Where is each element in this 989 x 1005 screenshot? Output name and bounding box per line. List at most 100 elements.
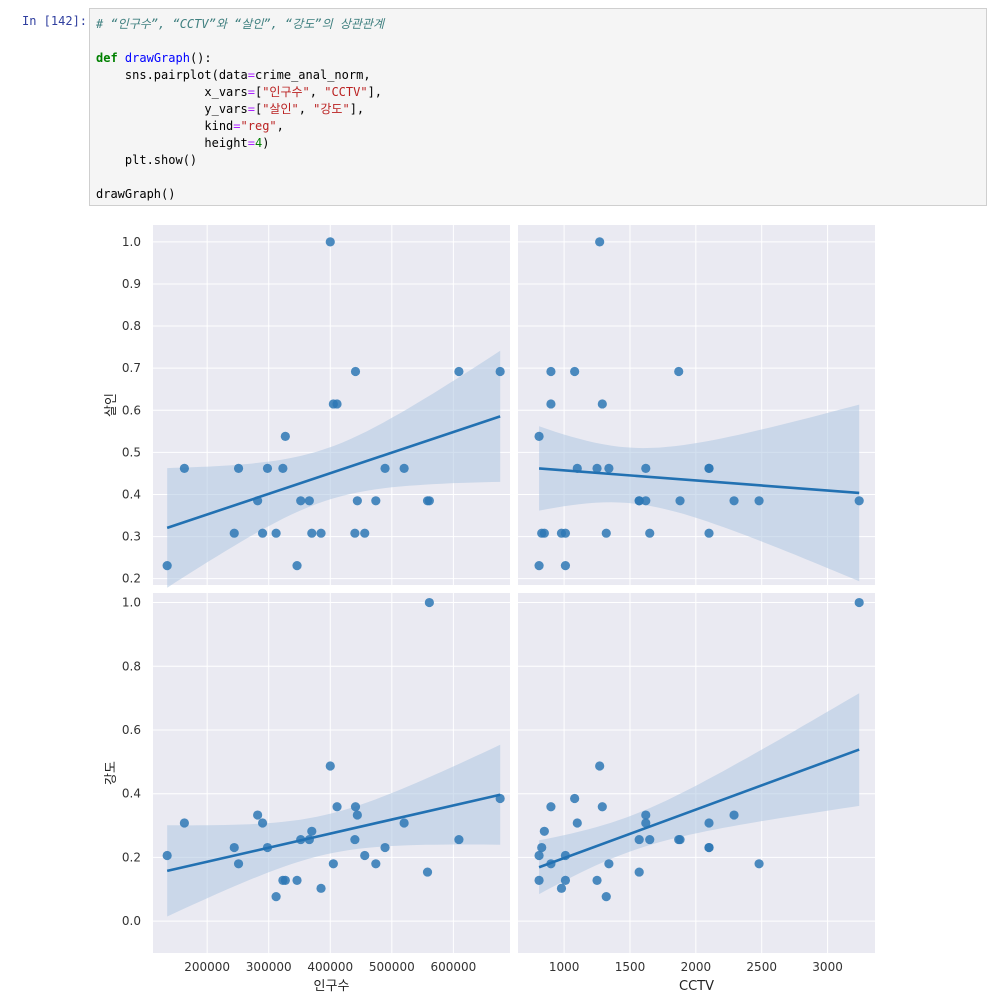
data-point [595,761,605,771]
regression-line [166,415,501,530]
data-point [307,528,317,538]
y-tick-label: 0.8 [122,319,141,333]
code-call: drawGraph() [96,187,176,201]
code-yvars: y_vars [96,102,248,116]
data-point [645,528,655,538]
data-point [271,528,281,538]
code-string: "CCTV" [324,85,368,99]
data-point [271,892,281,902]
data-point [253,810,263,820]
data-point [854,496,864,506]
data-point [570,366,580,377]
data-point [360,850,370,861]
data-point [422,867,433,877]
data-point [634,867,644,877]
data-point [262,463,273,473]
code-op: = [233,119,241,133]
panel-robbery-vs-cctv [518,593,875,953]
data-point [534,431,544,441]
data-point [729,810,739,820]
code-kind: kind [96,119,234,133]
data-point [399,463,409,473]
y-tick-label: 0.6 [122,723,141,737]
data-point [307,826,317,836]
data-point [424,597,434,608]
code-op: = [247,136,255,150]
data-point [162,850,172,861]
data-point [570,793,580,804]
data-point [296,496,306,506]
data-point [292,561,302,571]
code-pairplot-arg: crime_anal_norm, [254,68,371,82]
data-point [454,366,464,377]
data-point [754,496,764,506]
data-point [280,431,290,441]
data-point [854,597,864,608]
data-point [601,528,611,538]
code-pairplot: sns.pairplot(data [96,68,248,82]
y-tick-label: 0.5 [122,445,141,459]
data-point [278,463,288,473]
code-show: plt.show() [96,153,198,167]
y-tick-label: 0.2 [122,850,141,864]
confidence-band [167,744,501,917]
data-point [325,761,335,771]
data-point [233,859,244,869]
data-point [641,463,651,473]
y-tick-label: 0.8 [122,659,141,673]
code-cell[interactable]: # “인구수”, “CCTV”와 “살인”, “강도”의 상관관계 def dr… [89,8,987,206]
data-point [332,802,342,812]
data-point [597,802,607,812]
data-point [371,859,381,869]
data-point [316,528,326,538]
x-tick-label: 500000 [369,960,415,974]
y-tick-label: 0.3 [122,530,141,544]
data-point [645,834,655,845]
code-editor[interactable]: # “인구수”, “CCTV”와 “살인”, “강도”의 상관관계 def dr… [96,17,385,201]
code-function-name: drawGraph [124,51,190,65]
pairplot-figure: 0.2 0.3 0.4 0.5 0.6 0.7 0.8 0.9 1.0 살인 0.0 0.2 0.4 0.… [104,225,875,994]
data-point [604,859,614,869]
data-point [595,237,605,247]
x-tick-label: 2500 [746,960,777,974]
data-point [350,528,360,538]
panel-murder-vs-cctv [518,225,875,585]
data-point [556,883,567,893]
data-point [704,842,714,853]
data-point [572,818,582,828]
y-tick-label: 1.0 [122,596,141,610]
y-tick-label: 0.4 [122,487,141,501]
data-point [592,875,602,885]
y-tick-label: 0.0 [122,914,141,928]
y-tick-label: 1.0 [122,235,141,249]
data-point [325,237,335,247]
data-point [704,818,714,828]
data-point [729,496,739,506]
x-tick-label: 600000 [430,960,476,974]
code-string: "강도" [313,102,350,116]
data-point [380,842,390,853]
data-point [539,528,549,538]
data-point [229,842,239,853]
panel-robbery-vs-pop [153,593,510,953]
data-point [162,561,172,571]
data-point [495,366,505,377]
data-point [641,496,651,506]
code-op: = [247,85,255,99]
confidence-band [539,693,860,895]
x-tick-label: 400000 [307,960,353,974]
data-point [352,496,362,506]
data-point [704,463,714,473]
y-axis-label: 강도 [104,761,119,785]
data-point [537,842,547,853]
code-string: "인구수" [262,85,310,99]
x-axis-label: 인구수 [314,979,350,994]
confidence-band [539,404,860,582]
data-point [534,875,544,885]
data-point [546,366,556,377]
data-point [641,818,651,828]
y-tick-label: 0.9 [122,277,141,291]
x-axis-label: CCTV [679,979,714,994]
x-tick-label: 2000 [681,960,712,974]
regression-line [538,748,860,869]
